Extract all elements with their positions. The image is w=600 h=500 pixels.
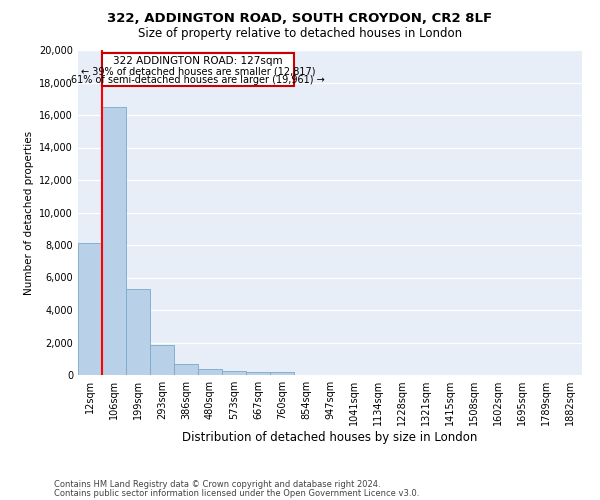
Text: 322 ADDINGTON ROAD: 127sqm: 322 ADDINGTON ROAD: 127sqm [113, 56, 283, 66]
Bar [270, 372, 294, 375]
Bar [78, 244, 102, 375]
Bar [126, 289, 150, 375]
Bar [150, 345, 174, 375]
Text: 61% of semi-detached houses are larger (19,961) →: 61% of semi-detached houses are larger (… [71, 75, 325, 85]
Text: ← 39% of detached houses are smaller (12,817): ← 39% of detached houses are smaller (12… [81, 66, 315, 76]
Bar [222, 370, 246, 375]
X-axis label: Distribution of detached houses by size in London: Distribution of detached houses by size … [182, 431, 478, 444]
Bar [198, 370, 222, 375]
Text: Contains public sector information licensed under the Open Government Licence v3: Contains public sector information licen… [54, 488, 419, 498]
Bar [246, 372, 270, 375]
Bar [102, 107, 126, 375]
Text: 322, ADDINGTON ROAD, SOUTH CROYDON, CR2 8LF: 322, ADDINGTON ROAD, SOUTH CROYDON, CR2 … [107, 12, 493, 26]
FancyBboxPatch shape [102, 53, 294, 86]
Text: Contains HM Land Registry data © Crown copyright and database right 2024.: Contains HM Land Registry data © Crown c… [54, 480, 380, 489]
Bar [174, 364, 198, 375]
Y-axis label: Number of detached properties: Number of detached properties [24, 130, 34, 294]
Text: Size of property relative to detached houses in London: Size of property relative to detached ho… [138, 28, 462, 40]
